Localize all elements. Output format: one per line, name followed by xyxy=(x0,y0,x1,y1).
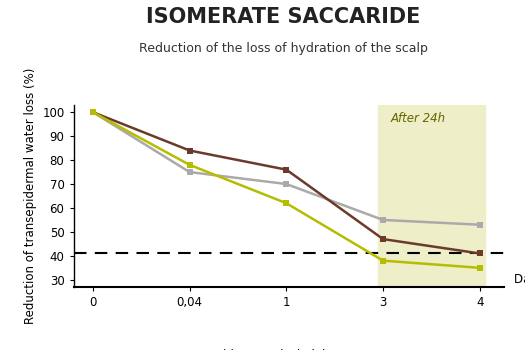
Bar xyxy=(378,105,485,287)
Text: ISOMERATE SACCARIDE: ISOMERATE SACCARIDE xyxy=(146,7,421,27)
Y-axis label: Reduction of transepidermal water loss (%): Reduction of transepidermal water loss (… xyxy=(24,68,37,324)
Text: Days (t): Days (t) xyxy=(513,273,525,286)
Legend: Isomerate Saccaride, Bisabolol, No treatment: Isomerate Saccaride, Bisabolol, No treat… xyxy=(92,344,442,350)
Text: After 24h: After 24h xyxy=(391,112,446,125)
Text: Reduction of the loss of hydration of the scalp: Reduction of the loss of hydration of th… xyxy=(139,42,428,55)
